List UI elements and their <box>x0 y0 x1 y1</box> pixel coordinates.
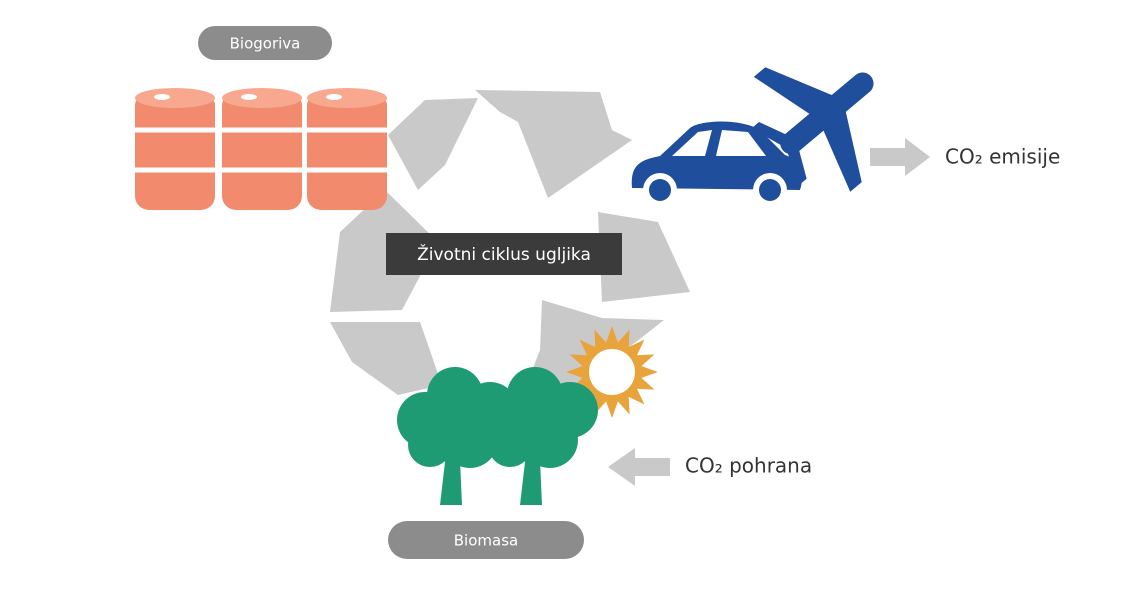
cycle-arrow <box>330 322 442 395</box>
diagram: Biogoriva Biomasa Životni ciklus ugljika… <box>0 0 1146 601</box>
barrel <box>135 88 215 210</box>
barrels <box>135 88 387 210</box>
arrow-right <box>870 138 930 176</box>
cycle-label: Životni ciklus ugljika <box>417 243 591 265</box>
biomass-label: Biomasa <box>454 532 518 550</box>
storage-label: CO₂ pohrana <box>685 454 812 478</box>
barrel <box>307 88 387 210</box>
cycle-arrow <box>475 90 632 198</box>
barrel <box>222 88 302 210</box>
biofuels-label: Biogoriva <box>230 35 301 53</box>
arrow-left <box>608 448 670 486</box>
emissions-label: CO₂ emisije <box>945 145 1060 169</box>
cycle-arrow <box>388 98 478 190</box>
page: {"labels": {"biofuels": "Biogoriva", "cy… <box>0 0 1146 601</box>
